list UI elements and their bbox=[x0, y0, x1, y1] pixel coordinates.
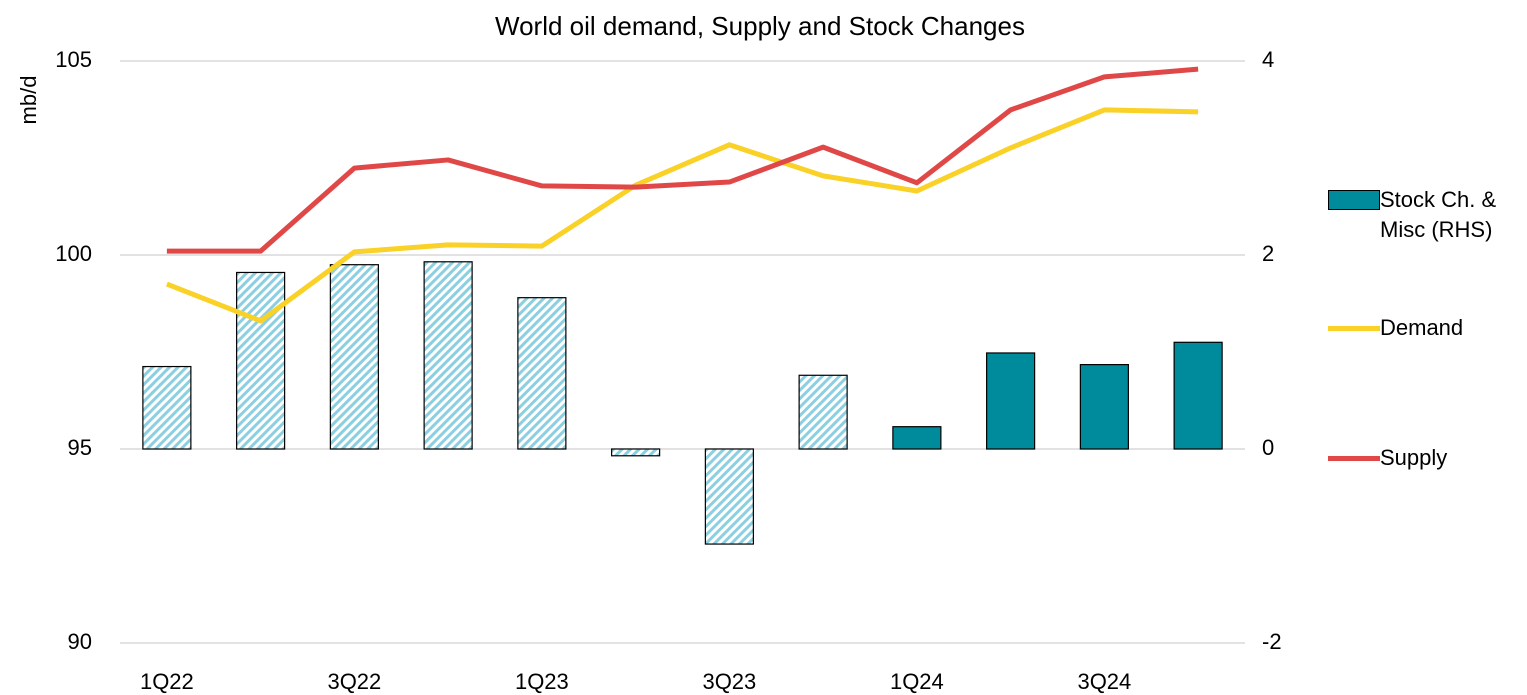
x-tick-label: 1Q22 bbox=[140, 669, 194, 694]
x-tick-label: 1Q24 bbox=[890, 669, 944, 694]
x-tick-label: 1Q23 bbox=[515, 669, 569, 694]
y2-tick-label: 4 bbox=[1262, 47, 1274, 72]
x-tick-label: 3Q23 bbox=[702, 669, 756, 694]
legend-label: Stock Ch. & Misc (RHS) bbox=[1380, 187, 1497, 242]
legend-swatch bbox=[1328, 326, 1380, 331]
legend-item: Supply bbox=[1328, 443, 1520, 473]
line bbox=[165, 107, 1199, 324]
x-tick-label: 3Q24 bbox=[1077, 669, 1131, 694]
y-tick-label: 100 bbox=[55, 241, 92, 266]
y2-tick-label: 0 bbox=[1262, 435, 1274, 460]
y-tick-label: 105 bbox=[55, 47, 92, 72]
bar bbox=[423, 261, 473, 450]
y-tick-label: 95 bbox=[68, 435, 92, 460]
legend-item: Stock Ch. & Misc (RHS) bbox=[1328, 185, 1520, 245]
legend-swatch bbox=[1328, 190, 1380, 210]
bar bbox=[517, 297, 567, 450]
y-tick-label: 90 bbox=[68, 629, 92, 654]
bar bbox=[1173, 341, 1223, 450]
bar bbox=[986, 352, 1036, 450]
bar bbox=[329, 264, 379, 450]
legend-label: Supply bbox=[1380, 445, 1448, 470]
y2-tick-label: 2 bbox=[1262, 241, 1274, 266]
chart-title: World oil demand, Supply and Stock Chang… bbox=[495, 11, 1025, 41]
bar bbox=[1079, 364, 1129, 450]
bar bbox=[611, 448, 661, 457]
line bbox=[166, 66, 1199, 254]
legend-label: Demand bbox=[1380, 315, 1464, 340]
legend-item: Demand bbox=[1328, 313, 1520, 343]
y2-tick-label: -2 bbox=[1262, 629, 1282, 654]
bar bbox=[142, 365, 192, 450]
legend-swatch bbox=[1328, 456, 1380, 461]
x-tick-label: 3Q22 bbox=[327, 669, 381, 694]
y-axis-label: mb/d bbox=[16, 76, 41, 125]
bar bbox=[704, 448, 754, 545]
bar bbox=[798, 374, 848, 450]
bar bbox=[236, 271, 286, 450]
bar bbox=[892, 426, 942, 450]
